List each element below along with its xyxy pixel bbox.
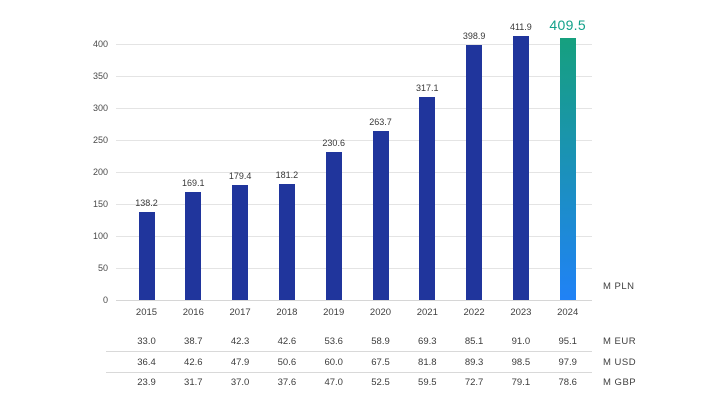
table-cell-m-usd-2022: 89.3 bbox=[464, 356, 484, 368]
bar-value-label-2024: 409.5 bbox=[549, 16, 586, 33]
table-cell-m-usd-2024: 97.9 bbox=[558, 356, 577, 368]
gridline-350 bbox=[116, 76, 592, 77]
table-cell-m-eur-2023: 91.0 bbox=[511, 335, 531, 347]
row-label-m-gbp: M GBP bbox=[603, 377, 637, 388]
x-axis-label-2022: 2022 bbox=[463, 307, 485, 318]
y-axis-tick-350: 350 bbox=[92, 71, 108, 81]
bar-2020 bbox=[372, 131, 389, 300]
y-axis-tick-250: 250 bbox=[92, 135, 108, 145]
bar-value-label-2016: 169.1 bbox=[182, 177, 205, 188]
table-cell-m-usd-2016: 42.6 bbox=[184, 356, 203, 368]
table-cell-m-gbp-2019: 47.0 bbox=[324, 377, 343, 388]
y-axis-tick-0: 0 bbox=[102, 295, 108, 305]
table-cell-m-gbp-2023: 79.1 bbox=[511, 377, 531, 388]
bar-2017 bbox=[232, 185, 249, 300]
y-axis-tick-200: 200 bbox=[92, 167, 108, 177]
table-cell-m-eur-2018: 42.6 bbox=[277, 335, 297, 347]
table-cell-m-eur-2016: 38.7 bbox=[184, 335, 203, 347]
bar-2024 bbox=[559, 37, 576, 300]
table-cell-m-gbp-2017: 37.0 bbox=[230, 377, 250, 388]
y-axis-tick-100: 100 bbox=[92, 231, 108, 241]
gridline-300 bbox=[116, 108, 592, 109]
x-axis-label-2016: 2016 bbox=[182, 307, 204, 318]
unit-label-m-pln: M PLN bbox=[603, 281, 635, 292]
gridline-100 bbox=[116, 236, 592, 237]
bar-value-label-2022: 398.9 bbox=[462, 30, 486, 41]
bar-2023 bbox=[512, 36, 529, 300]
bar-2018 bbox=[278, 184, 295, 300]
table-separator-1 bbox=[106, 351, 592, 352]
table-cell-m-gbp-2020: 52.5 bbox=[371, 377, 390, 388]
table-cell-m-gbp-2024: 78.6 bbox=[558, 377, 577, 388]
table-cell-m-usd-2021: 81.8 bbox=[418, 356, 437, 368]
row-label-m-eur: M EUR bbox=[603, 335, 637, 347]
bar-value-label-2015: 138.2 bbox=[135, 197, 158, 208]
x-axis-label-2019: 2019 bbox=[323, 307, 345, 318]
bar-value-label-2020: 263.7 bbox=[369, 117, 392, 128]
x-axis-label-2024: 2024 bbox=[557, 307, 579, 318]
bar-2016 bbox=[185, 191, 202, 300]
bar-2019 bbox=[325, 152, 342, 300]
table-cell-m-usd-2019: 60.0 bbox=[324, 356, 343, 368]
table-cell-m-gbp-2016: 31.7 bbox=[184, 377, 203, 388]
table-cell-m-gbp-2021: 59.5 bbox=[418, 377, 437, 388]
bar-value-label-2017: 179.4 bbox=[228, 171, 252, 182]
bar-value-label-2018: 181.2 bbox=[275, 170, 299, 181]
table-cell-m-usd-2020: 67.5 bbox=[371, 356, 390, 368]
table-cell-m-gbp-2018: 37.6 bbox=[277, 377, 297, 388]
table-cell-m-usd-2015: 36.4 bbox=[137, 356, 156, 368]
gridline-400 bbox=[116, 44, 592, 45]
table-cell-m-eur-2015: 33.0 bbox=[137, 335, 156, 347]
table-cell-m-eur-2022: 85.1 bbox=[464, 335, 484, 347]
table-cell-m-usd-2023: 98.5 bbox=[511, 356, 531, 368]
y-axis-tick-150: 150 bbox=[92, 199, 108, 209]
gridline-200 bbox=[116, 172, 592, 173]
table-cell-m-usd-2017: 47.9 bbox=[230, 356, 250, 368]
table-cell-m-eur-2021: 69.3 bbox=[418, 335, 437, 347]
table-cell-m-eur-2020: 58.9 bbox=[371, 335, 390, 347]
gridline-0 bbox=[116, 300, 592, 301]
table-cell-m-eur-2017: 42.3 bbox=[230, 335, 250, 347]
x-axis-label-2017: 2017 bbox=[229, 307, 251, 318]
bar-value-label-2021: 317.1 bbox=[416, 83, 439, 94]
y-axis-tick-300: 300 bbox=[92, 103, 108, 113]
table-separator-2 bbox=[106, 372, 592, 373]
table-cell-m-eur-2024: 95.1 bbox=[558, 335, 577, 347]
x-axis-label-2021: 2021 bbox=[416, 307, 438, 318]
x-axis-label-2018: 2018 bbox=[276, 307, 298, 318]
x-axis-label-2023: 2023 bbox=[510, 307, 532, 318]
table-cell-m-gbp-2015: 23.9 bbox=[137, 377, 156, 388]
bar-value-label-2023: 411.9 bbox=[509, 22, 532, 33]
bar-2015 bbox=[138, 211, 155, 300]
x-axis-label-2015: 2015 bbox=[135, 307, 158, 318]
row-label-m-usd: M USD bbox=[603, 356, 637, 368]
bar-2021 bbox=[419, 97, 436, 300]
bar-value-label-2019: 230.6 bbox=[322, 138, 345, 149]
gridline-250 bbox=[116, 140, 592, 141]
y-axis-tick-50: 50 bbox=[97, 263, 108, 273]
bar-2022 bbox=[466, 44, 483, 300]
table-cell-m-gbp-2022: 72.7 bbox=[464, 377, 484, 388]
table-cell-m-usd-2018: 50.6 bbox=[277, 356, 297, 368]
gridline-150 bbox=[116, 204, 592, 205]
x-axis-label-2020: 2020 bbox=[369, 307, 392, 318]
y-axis-tick-400: 400 bbox=[92, 39, 108, 49]
gridline-50 bbox=[116, 268, 592, 269]
table-cell-m-eur-2019: 53.6 bbox=[324, 335, 343, 347]
